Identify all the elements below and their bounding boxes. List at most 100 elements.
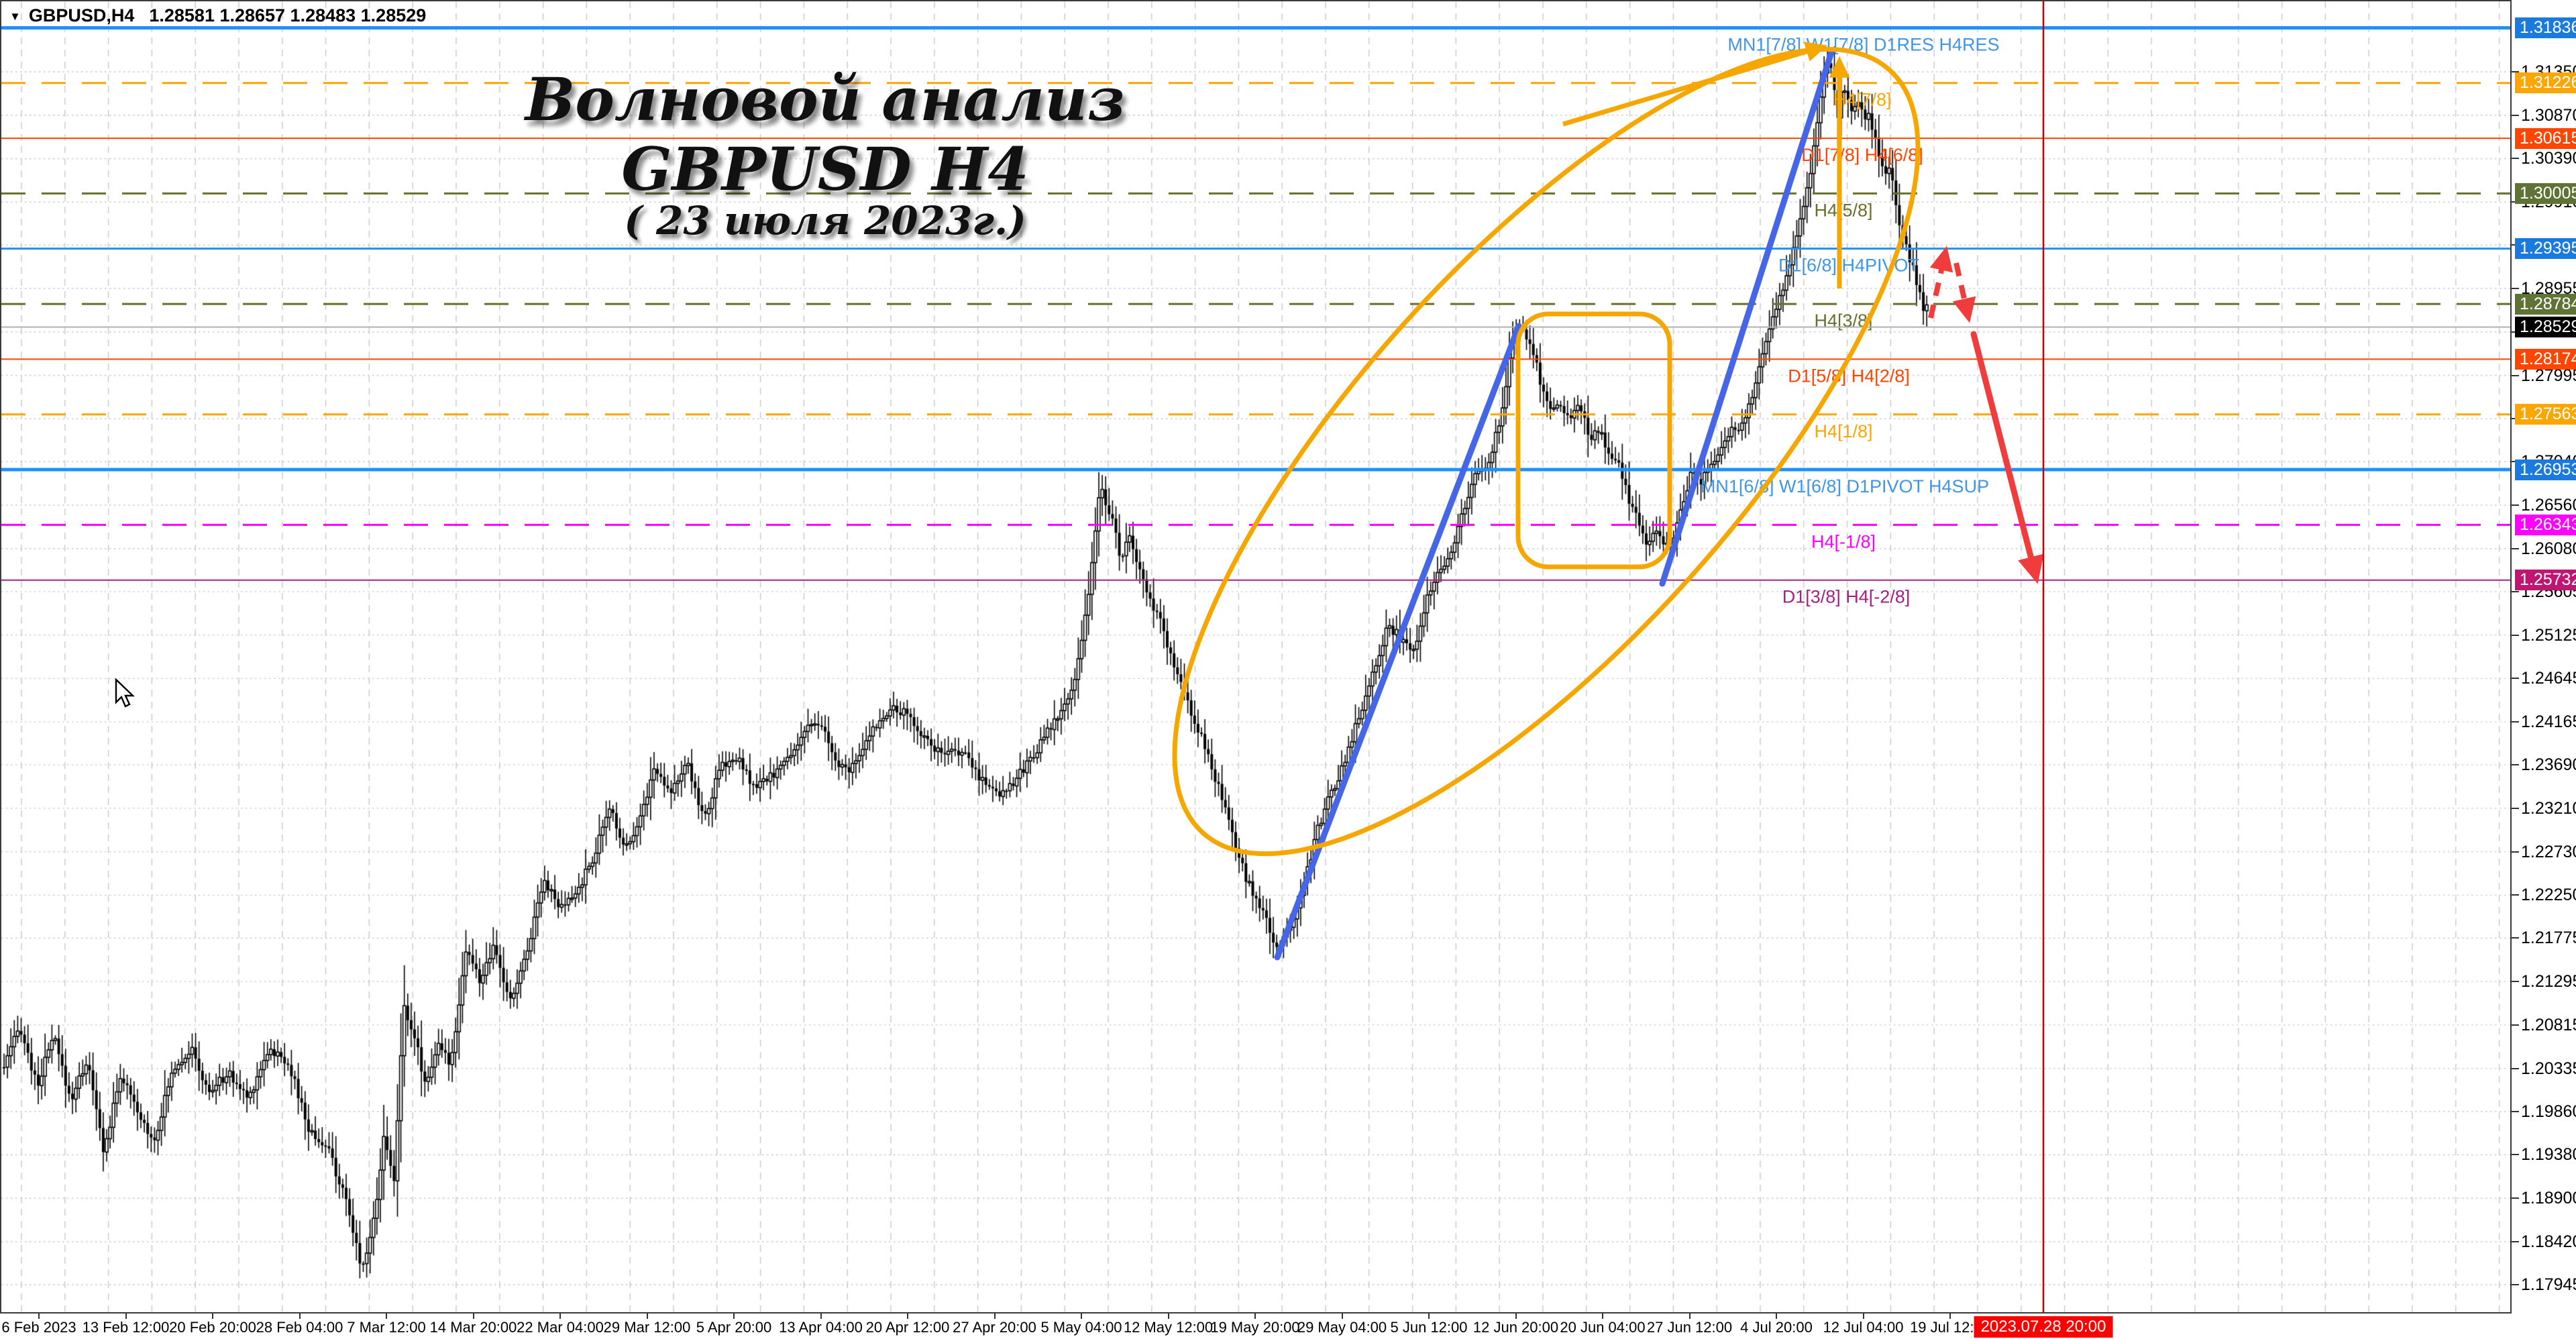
chevron-down-icon[interactable]: ▼ <box>9 9 21 23</box>
time-tick-mark <box>1167 1314 1169 1319</box>
price-tick-mark <box>2512 851 2519 853</box>
price-tick-label: 1.23690 <box>2521 755 2576 775</box>
price-tick-label: 1.21295 <box>2521 972 2576 992</box>
price-level-badge: 1.28784 <box>2515 293 2576 315</box>
price-tick-mark <box>2512 114 2519 116</box>
murrey-level-lines[interactable]: MN1[7/8] W1[7/8] D1RES H4RES H4[7/8] D1[7/… <box>1 25 2512 607</box>
time-tick-mark <box>994 1314 996 1319</box>
time-tick-mark <box>1602 1314 1603 1319</box>
time-tick-mark <box>559 1314 561 1319</box>
level-label: D1[7/8] H4[6/8] <box>1801 145 1923 165</box>
time-tick-mark <box>1688 1314 1690 1319</box>
price-tick-label: 1.30870 <box>2521 105 2576 125</box>
time-tick-label: 6 Feb 2023 <box>1 1319 76 1336</box>
price-tick-label: 1.18420 <box>2521 1232 2576 1251</box>
time-tick-mark <box>1341 1314 1343 1319</box>
time-tick-label: 27 Apr 20:00 <box>953 1319 1036 1336</box>
time-tick-mark <box>472 1314 474 1319</box>
level-label: D1[3/8] H4[-2/8] <box>1782 587 1911 607</box>
time-tick-label: 20 Jun 04:00 <box>1560 1319 1646 1336</box>
time-tick-label: 4 Jul 20:00 <box>1740 1319 1813 1336</box>
level-label: D1[5/8] H4[2/8] <box>1788 366 1910 386</box>
time-tick-label: 14 Mar 20:00 <box>429 1319 517 1336</box>
price-tick-label: 1.21775 <box>2521 928 2576 948</box>
time-tick-label: 28 Feb 04:00 <box>256 1319 343 1336</box>
price-level-badge: 1.28174 <box>2515 348 2576 370</box>
price-tick-label: 1.18900 <box>2521 1189 2576 1208</box>
time-tick-label: 7 Mar 12:00 <box>347 1319 426 1336</box>
time-tick-mark <box>1862 1314 1864 1319</box>
price-tick-mark <box>2512 721 2519 723</box>
mouse-cursor-icon <box>115 678 135 708</box>
price-level-badge: 1.25732 <box>2515 570 2576 591</box>
price-level-badge: 1.26953 <box>2515 459 2576 480</box>
price-tick-mark <box>2512 158 2519 160</box>
price-tick-label: 1.26080 <box>2521 539 2576 558</box>
price-tick-mark <box>2512 1283 2519 1285</box>
level-label: D1[6/8] H4PIVOT <box>1778 256 1919 276</box>
time-tick-mark <box>1254 1314 1256 1319</box>
time-tick-label: 22 Mar 04:00 <box>517 1319 604 1336</box>
time-tick-label: 5 Apr 20:00 <box>696 1319 772 1336</box>
price-tick-label: 1.20815 <box>2521 1015 2576 1034</box>
price-tick-mark <box>2512 1024 2519 1026</box>
price-tick-label: 1.19860 <box>2521 1102 2576 1121</box>
price-tick-label: 1.19380 <box>2521 1145 2576 1165</box>
price-tick-label: 1.17945 <box>2521 1275 2576 1294</box>
wave-analysis-shapes[interactable] <box>1061 0 2045 1314</box>
level-label: H4[5/8] <box>1814 200 1872 220</box>
price-level-badge: 1.30005 <box>2515 182 2576 204</box>
consolidation-rounded-rect <box>1515 311 1672 570</box>
time-tick-label: 29 Mar 12:00 <box>603 1319 691 1336</box>
price-tick-mark <box>2512 807 2519 809</box>
price-tick-mark <box>2512 764 2519 766</box>
price-tick-label: 1.22250 <box>2521 886 2576 905</box>
price-tick-mark <box>2512 981 2519 983</box>
price-level-badge: 1.31836 <box>2515 17 2576 38</box>
level-label: H4[-1/8] <box>1811 531 1876 551</box>
wave-ellipse <box>1172 46 1921 857</box>
chart-main-title: Волновой анализ GBPUSD H4 <box>525 64 1126 204</box>
level-label: MN1[7/8] W1[7/8] D1RES H4RES <box>1727 34 1999 54</box>
price-tick-mark <box>2512 678 2519 680</box>
blue-trendline <box>1659 47 1835 587</box>
time-tick-mark <box>1428 1314 1430 1319</box>
price-tick-mark <box>2512 504 2519 506</box>
time-tick-label: 12 Jul 04:00 <box>1823 1319 1904 1336</box>
price-tick-mark <box>2512 71 2519 72</box>
price-tick-mark <box>2512 590 2519 592</box>
time-tick-label: 27 Jun 12:00 <box>1646 1319 1733 1336</box>
red-dashed-forecast-arrow <box>1928 246 1953 319</box>
price-level-badge: 1.26343 <box>2515 514 2576 535</box>
red-dashed-forecast-arrow <box>1952 262 1976 323</box>
price-tick-label: 1.20335 <box>2521 1059 2576 1078</box>
level-label: H4[1/8] <box>1814 421 1872 441</box>
price-level-badge: 1.31226 <box>2515 72 2576 94</box>
price-tick-mark <box>2512 1067 2519 1069</box>
price-tick-mark <box>2512 894 2519 896</box>
time-tick-label: 29 May 04:00 <box>1297 1319 1387 1336</box>
level-label: H4[7/8] <box>1833 90 1891 110</box>
price-level-badge: 1.30615 <box>2515 127 2576 149</box>
time-tick-mark <box>1081 1314 1082 1319</box>
price-tick-mark <box>2512 1110 2519 1112</box>
symbol-label: GBPUSD,H4 <box>28 5 135 25</box>
time-tick-label: 5 Jun 12:00 <box>1390 1319 1468 1336</box>
time-tick-label: 12 May 12:00 <box>1123 1319 1214 1336</box>
chart-sub-title: ( 23 июля 2023г.) <box>624 198 1026 244</box>
price-level-badge: 1.27563 <box>2515 404 2576 425</box>
time-tick-label: 19 May 20:00 <box>1210 1319 1300 1336</box>
time-tick-mark <box>733 1314 735 1319</box>
blue-trendline <box>1274 323 1522 961</box>
ohlc-values: 1.28581 1.28657 1.28483 1.28529 <box>149 5 427 25</box>
time-tick-mark <box>1515 1314 1517 1319</box>
time-tick-mark <box>386 1314 387 1319</box>
time-tick-label: 5 May 04:00 <box>1040 1319 1122 1336</box>
orange-arrow <box>1562 42 1828 127</box>
time-tick-mark <box>907 1314 908 1319</box>
time-tick-mark <box>38 1314 40 1319</box>
time-tick-label: 13 Feb 12:00 <box>82 1319 170 1336</box>
time-tick-mark <box>212 1314 213 1319</box>
